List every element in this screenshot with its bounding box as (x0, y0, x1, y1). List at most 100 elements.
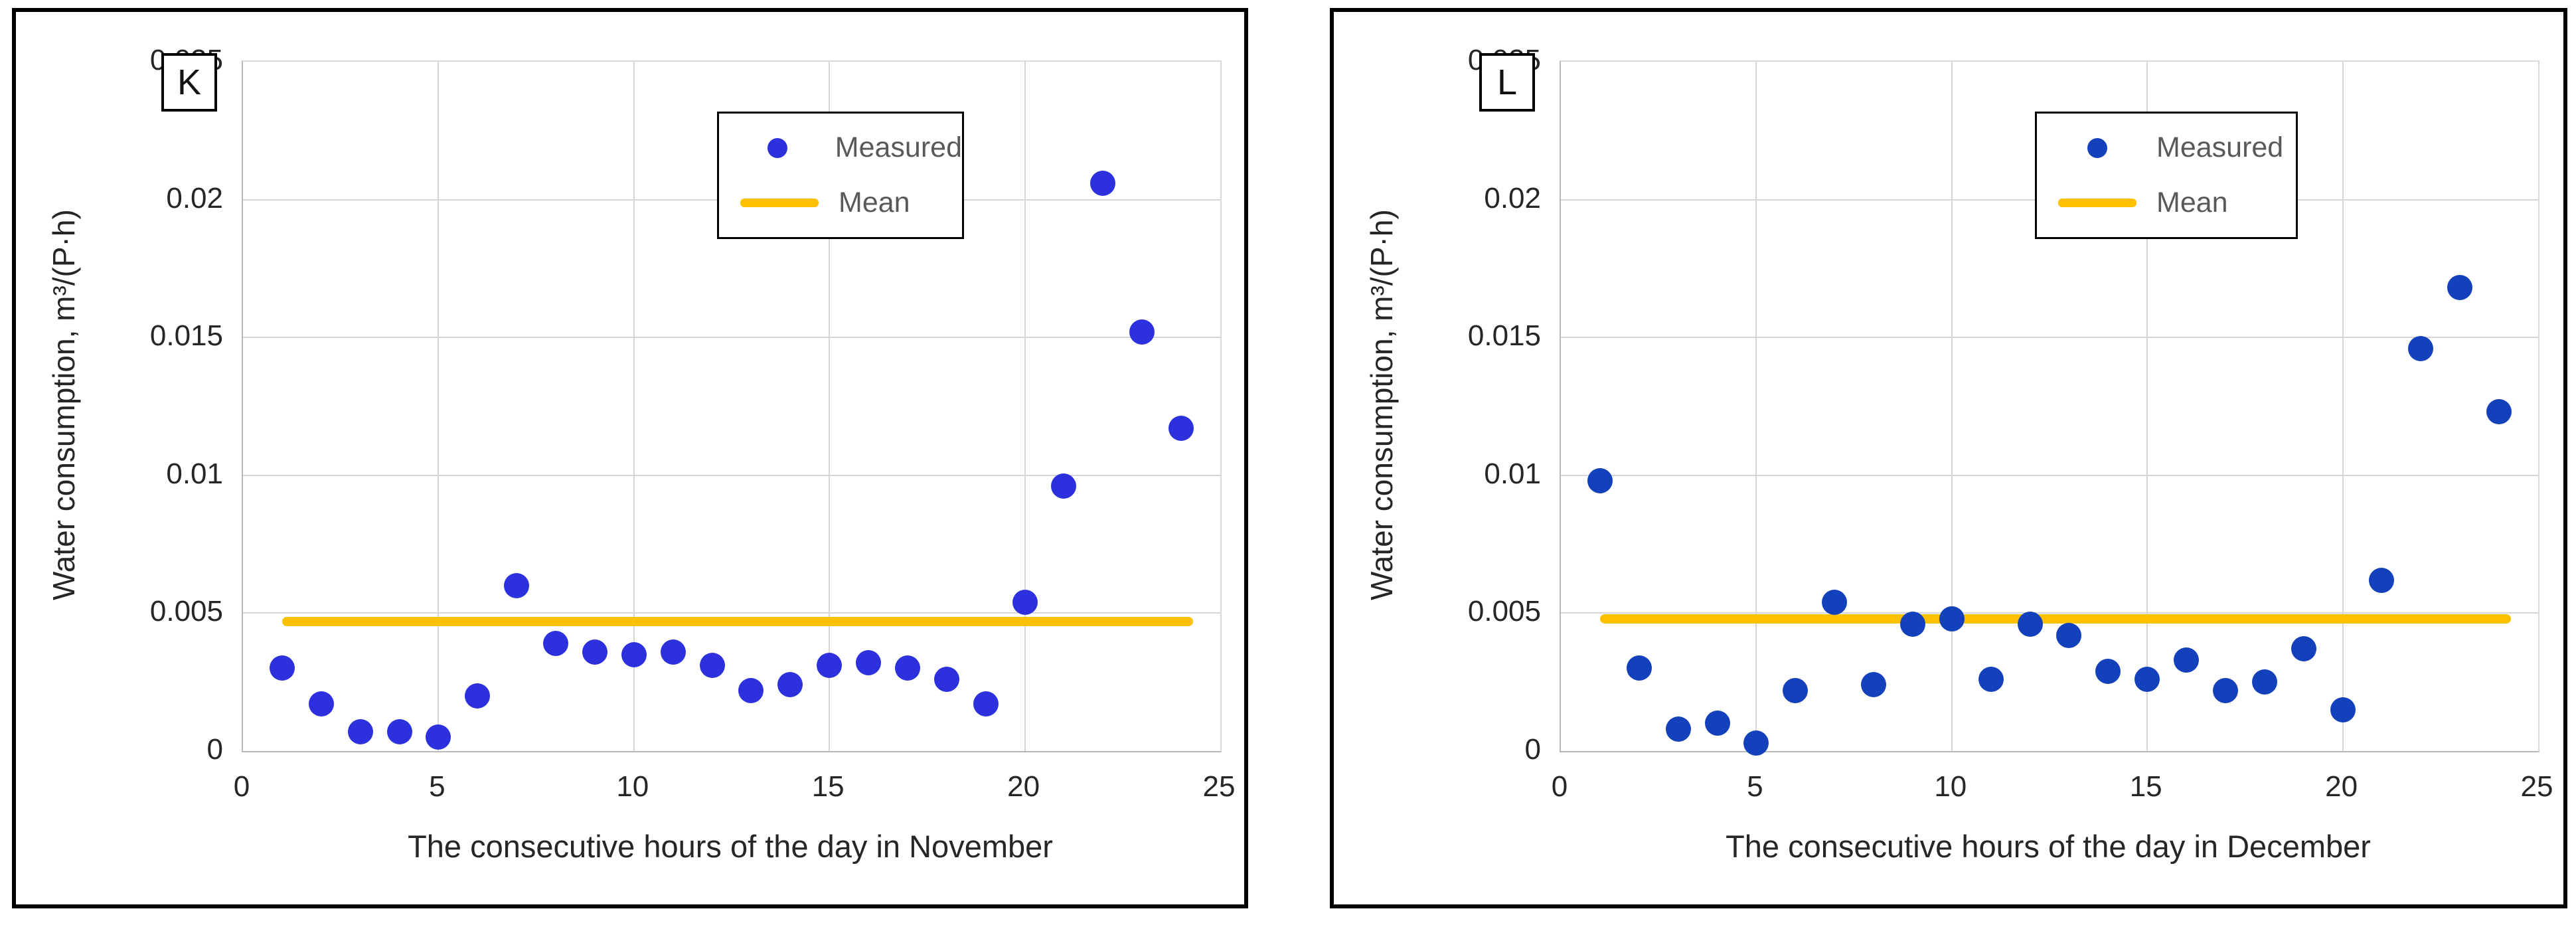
x-tick-label: 10 (1934, 770, 1967, 803)
data-point (2330, 697, 2356, 722)
x-tick-label: 5 (1747, 770, 1763, 803)
data-point (2408, 335, 2434, 361)
data-point (1051, 473, 1077, 499)
data-point (777, 672, 803, 698)
chart-panel-k: Water consumption, m³/(P·h) 0 0.005 0.01 0.… (12, 8, 1248, 908)
x-tick-label: 15 (2129, 770, 2162, 803)
data-point (2369, 567, 2395, 593)
x-gridline (438, 62, 440, 751)
measured-dot-icon (767, 137, 788, 158)
data-point (621, 641, 647, 667)
mean-line-icon (2058, 199, 2136, 207)
data-point (660, 639, 686, 665)
mean-marker (736, 199, 823, 207)
data-point (269, 655, 295, 681)
y-tick-label: 0 (206, 733, 223, 766)
panel-letter: L (1496, 62, 1518, 102)
y-tick-label: 0.005 (1467, 595, 1541, 628)
data-point (1978, 667, 2004, 693)
data-point (1704, 711, 1730, 736)
y-tick-label: 0.02 (1484, 181, 1541, 214)
data-point (543, 631, 569, 657)
data-point (1899, 612, 1925, 637)
chart-panel-l: Water consumption, m³/(P·h) 0 0.005 0.01 0.… (1330, 8, 2567, 908)
data-point (1626, 655, 1652, 681)
y-gridline (1561, 474, 2538, 476)
data-point (2291, 636, 2316, 662)
x-tick-label: 10 (616, 770, 649, 803)
legend: Measured Mean (717, 112, 964, 239)
y-tick-label: 0.02 (166, 181, 223, 214)
data-point (738, 677, 764, 703)
data-point (504, 572, 530, 598)
data-point (856, 650, 882, 676)
data-series-layer (243, 62, 1220, 751)
x-gridline (633, 62, 635, 751)
y-gridline (243, 474, 1220, 476)
x-gridline (2342, 62, 2344, 751)
data-point (1587, 468, 1613, 494)
data-point (1090, 170, 1116, 196)
mean-line (1599, 614, 2511, 624)
x-tick-label: 0 (1551, 770, 1568, 803)
data-point (2212, 677, 2238, 703)
data-point (1743, 730, 1769, 756)
x-tick-label: 20 (2325, 770, 2358, 803)
data-point (1665, 716, 1691, 742)
x-axis-title: The consecutive hours of the day in Dece… (1726, 829, 2371, 864)
x-gridline (1951, 62, 1953, 751)
y-tick-label: 0 (1524, 733, 1541, 766)
legend-label-measured: Measured (2156, 131, 2284, 163)
x-gridline (829, 62, 831, 751)
mean-line-icon (740, 199, 819, 207)
data-point (1012, 589, 1038, 615)
measured-marker (736, 137, 819, 158)
panel-letter-box: K (161, 53, 217, 112)
y-tick-label: 0.015 (1467, 319, 1541, 353)
x-tick-label: 20 (1007, 770, 1040, 803)
data-point (933, 667, 959, 693)
legend: Measured Mean (2035, 112, 2298, 239)
data-point (2486, 399, 2512, 425)
x-tick-label: 5 (429, 770, 445, 803)
data-point (699, 653, 725, 679)
legend-item-mean: Mean (736, 187, 962, 219)
data-point (894, 655, 920, 681)
y-tick-label: 0.01 (166, 457, 223, 490)
legend-label-measured: Measured (835, 131, 962, 163)
data-point (2174, 647, 2200, 673)
data-point (1129, 319, 1155, 345)
mean-line (282, 616, 1193, 626)
y-axis-title: Water consumption, m³/(P·h) (1364, 209, 1399, 601)
y-gridline (243, 612, 1220, 614)
data-series-layer (1561, 62, 2538, 756)
data-point (426, 724, 451, 750)
data-point (1822, 589, 1848, 615)
panel-letter: K (177, 62, 202, 102)
data-point (1783, 677, 1809, 703)
legend-label-mean: Mean (2156, 187, 2228, 218)
data-point (1168, 416, 1194, 442)
plot-area (1560, 60, 2539, 756)
data-point (2056, 622, 2082, 648)
x-tick-label: 15 (811, 770, 845, 803)
y-axis-title: Water consumption, m³/(P·h) (46, 209, 81, 601)
y-tick-label: 0.005 (149, 595, 223, 628)
data-point (973, 691, 999, 717)
data-point (582, 639, 607, 665)
x-axis-title: The consecutive hours of the day in Nove… (408, 829, 1053, 864)
y-gridline (1561, 612, 2538, 614)
y-gridline (243, 337, 1220, 339)
data-point (2095, 658, 2121, 684)
x-gridline (1755, 62, 1757, 751)
data-point (308, 691, 334, 717)
x-tick-label: 25 (2520, 770, 2553, 803)
mean-marker (2054, 199, 2140, 207)
panel-letter-box: L (1479, 53, 1535, 112)
legend-label-mean: Mean (839, 187, 910, 218)
data-point (817, 653, 843, 679)
data-point (2017, 612, 2043, 637)
legend-item-measured: Measured (2054, 131, 2296, 164)
y-gridline (1561, 337, 2538, 339)
x-gridline (1024, 62, 1026, 751)
